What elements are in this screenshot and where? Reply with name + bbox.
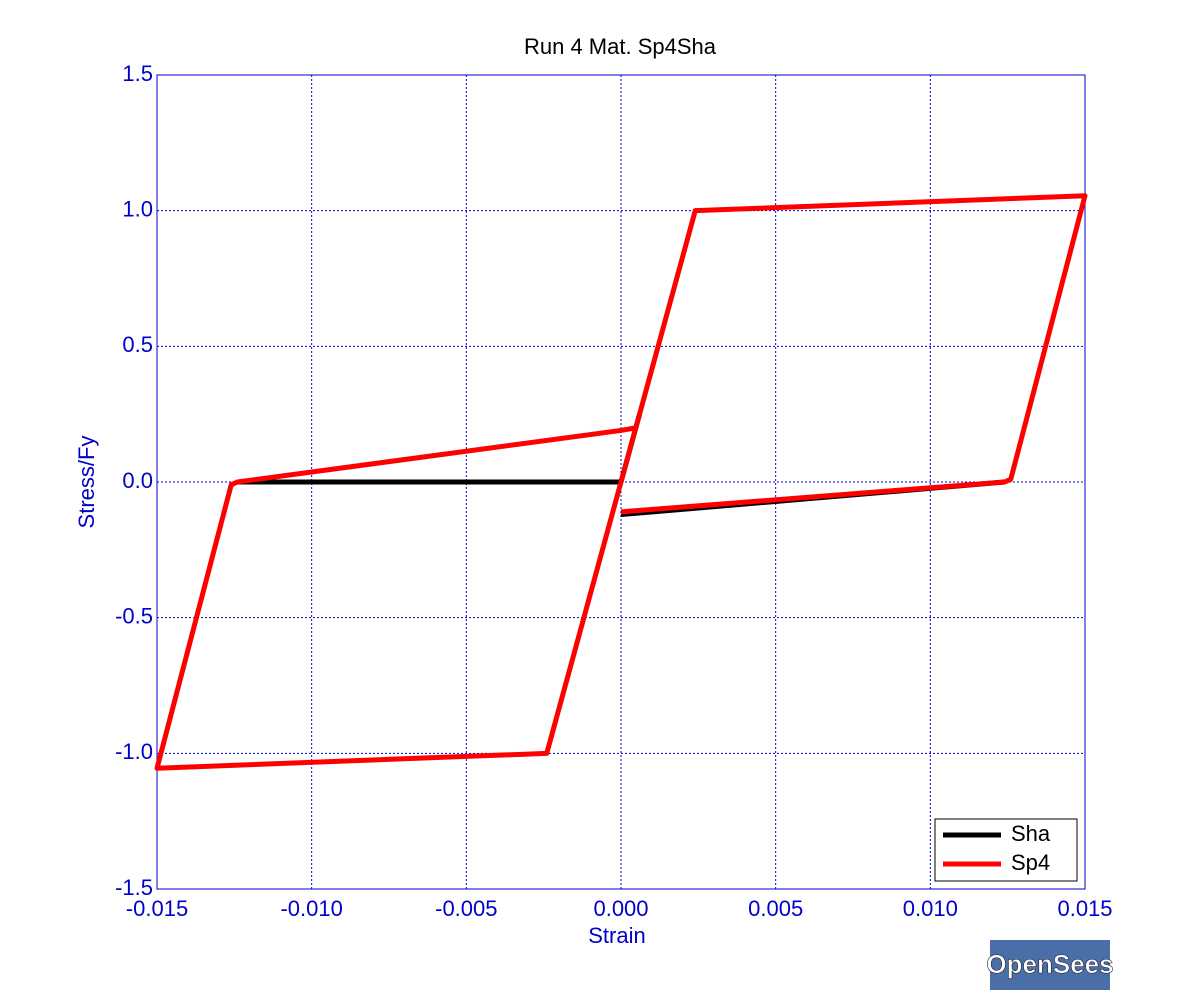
x-tick-label: 0.000 (593, 896, 648, 921)
y-axis-label: Stress/Fy (74, 436, 99, 529)
y-tick-label: 1.5 (122, 61, 153, 86)
logo: OpenSees (986, 949, 1113, 979)
chart-title: Run 4 Mat. Sp4Sha (524, 34, 717, 59)
y-tick-label: -0.5 (115, 603, 153, 628)
x-tick-label: -0.010 (280, 896, 342, 921)
y-tick-label: 0.0 (122, 468, 153, 493)
x-tick-label: 0.005 (748, 896, 803, 921)
x-axis-label: Strain (588, 923, 645, 948)
legend-label: Sha (1011, 821, 1051, 846)
y-tick-label: -1.5 (115, 875, 153, 900)
legend-box (934, 818, 1078, 882)
x-tick-label: -0.005 (435, 896, 497, 921)
x-tick-label: 0.010 (903, 896, 958, 921)
x-tick-label: 0.015 (1057, 896, 1112, 921)
legend-label: Sp4 (1011, 850, 1050, 875)
y-tick-label: -1.0 (115, 739, 153, 764)
y-tick-label: 1.0 (122, 196, 153, 221)
y-tick-label: 0.5 (122, 332, 153, 357)
x-tick-label: -0.015 (126, 896, 188, 921)
plot-frame (156, 74, 1086, 890)
logo-bg (990, 940, 1110, 990)
series-line (154, 193, 1088, 771)
